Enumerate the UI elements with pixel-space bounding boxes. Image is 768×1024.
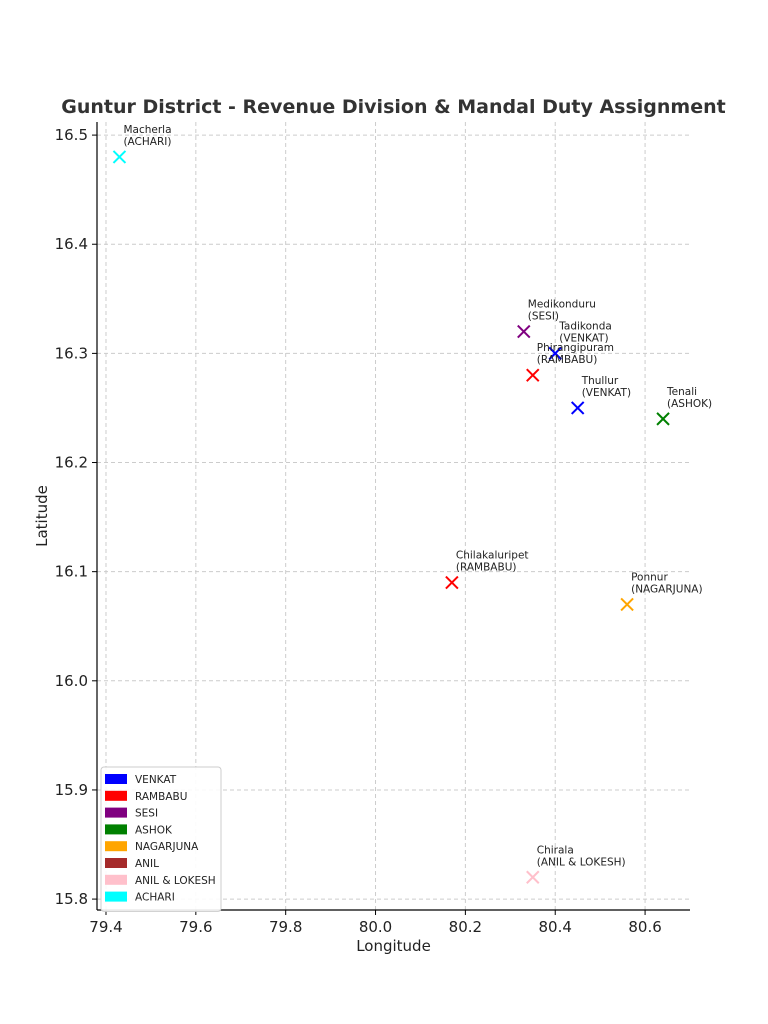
x-tick-label: 79.4 <box>89 918 122 936</box>
point-label-officer: (VENKAT) <box>582 387 631 399</box>
marker-stroke <box>526 368 540 382</box>
x-tick-label: 79.6 <box>179 918 212 936</box>
legend-swatch <box>105 824 127 835</box>
marker-stroke <box>526 870 540 884</box>
marker-stroke <box>517 324 531 339</box>
point-label-name: Macherla <box>123 124 171 136</box>
legend-swatch <box>105 790 127 801</box>
legend-label: NAGARJUNA <box>135 841 199 853</box>
marker-stroke <box>656 412 670 426</box>
point-label-name: Medikonduru <box>528 299 596 311</box>
legend-box <box>100 766 222 912</box>
legend-item: ANIL <box>105 858 159 870</box>
legend-label: ANIL & LOKESH <box>135 875 216 887</box>
y-axis-label: Latitude <box>33 485 51 547</box>
point-label-name: Tenali <box>666 386 697 398</box>
legend-label: RAMBABU <box>135 791 187 803</box>
marker-stroke <box>112 150 127 164</box>
legend-label: ANIL <box>135 858 159 870</box>
legend-item: ACHARI <box>105 891 175 904</box>
chart-title: Guntur District - Revenue Division & Man… <box>61 96 725 118</box>
point-label-officer: (ANIL & LOKESH) <box>537 856 626 868</box>
point-label-officer: (ASHOK) <box>667 398 712 410</box>
marker-stroke <box>570 401 585 415</box>
legend-label: VENKAT <box>135 774 177 786</box>
point-label-name: Ponnur <box>631 571 668 583</box>
legend-swatch <box>105 841 127 852</box>
y-axis-ticks: 15.8 15.9 16.0 16.1 16.2 16.3 16.4 16.5 <box>55 126 97 908</box>
point-label-name: Chilakaluripet <box>456 550 529 562</box>
marker-stroke <box>548 346 562 361</box>
point-chirala: Chirala(ANIL & LOKESH) <box>526 844 626 884</box>
legend-swatch <box>105 807 127 818</box>
y-tick-label: 16.0 <box>55 672 88 690</box>
legend-label: ASHOK <box>135 824 173 836</box>
legend-item: NAGARJUNA <box>105 841 199 853</box>
point-label-officer: (RAMBABU) <box>537 354 598 366</box>
grid-lines <box>97 122 690 910</box>
legend-swatch <box>105 874 127 885</box>
legend: VENKAT RAMBABU SESI ASHOK NAGARJUNA ANIL ANIL … <box>100 766 222 912</box>
point-chilakaluripet: Chilakaluripet(RAMBABU) <box>445 550 529 590</box>
point-tenali: Tenali(ASHOK) <box>656 386 712 426</box>
legend-swatch <box>105 858 127 868</box>
point-label-name: Tadikonda <box>558 320 612 332</box>
marker-stroke <box>620 597 634 612</box>
y-tick-label: 16.1 <box>55 563 88 581</box>
point-label-officer: (RAMBABU) <box>456 562 517 574</box>
y-tick-label: 16.2 <box>55 454 88 472</box>
y-tick-label: 16.4 <box>55 235 88 253</box>
point-label-name: Phirangipuram <box>537 342 614 354</box>
legend-swatch <box>105 891 127 902</box>
legend-item: ASHOK <box>105 824 173 836</box>
point-thullur: Thullur(VENKAT) <box>570 375 631 415</box>
legend-item: SESI <box>105 807 158 820</box>
marker-stroke <box>445 575 459 590</box>
legend-item: RAMBABU <box>105 790 187 803</box>
point-macherla: Macherla(ACHARI) <box>112 124 172 164</box>
x-tick-label: 80.2 <box>449 918 482 936</box>
point-medikonduru: Medikonduru(SESI) <box>517 299 596 339</box>
data-points: Macherla(ACHARI) Medikonduru(SESI)Tadikon… <box>112 124 712 884</box>
x-tick-label: 79.8 <box>269 918 302 936</box>
y-tick-label: 16.5 <box>55 126 88 144</box>
point-tadikonda: Tadikonda(VENKAT) <box>548 320 612 361</box>
point-label-officer: (SESI) <box>528 311 559 323</box>
x-axis-label: Longitude <box>356 937 431 955</box>
x-tick-label: 80.6 <box>628 918 661 936</box>
x-axis-ticks: 79.4 79.6 79.8 80.0 80.2 80.4 80.6 <box>89 910 662 936</box>
x-tick-label: 80.4 <box>539 918 572 936</box>
point-phirangipuram: Phirangipuram(RAMBABU) <box>526 342 614 382</box>
y-tick-label: 15.8 <box>55 890 88 908</box>
point-label-officer: (NAGARJUNA) <box>631 583 702 595</box>
y-tick-label: 15.9 <box>55 781 88 799</box>
legend-item: VENKAT <box>105 774 177 786</box>
y-tick-label: 16.3 <box>55 344 88 362</box>
x-tick-label: 80.0 <box>359 918 392 936</box>
point-label-name: Thullur <box>581 375 619 387</box>
point-label-officer: (VENKAT) <box>559 332 608 344</box>
point-ponnur: Ponnur(NAGARJUNA) <box>620 571 703 612</box>
legend-label: SESI <box>135 808 158 820</box>
point-label-officer: (ACHARI) <box>123 136 171 148</box>
legend-label: ACHARI <box>135 892 175 904</box>
legend-swatch <box>105 774 127 784</box>
point-label-name: Chirala <box>537 844 574 856</box>
legend-item: ANIL & LOKESH <box>105 874 216 887</box>
